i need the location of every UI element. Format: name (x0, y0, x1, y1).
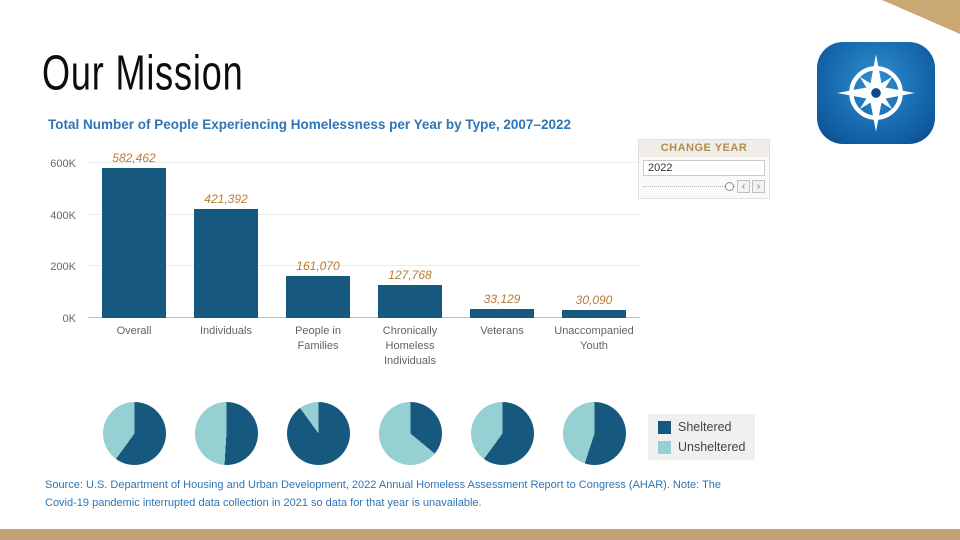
pie-cell (272, 402, 364, 465)
company-logo (817, 42, 935, 144)
pie-cell (548, 402, 640, 465)
bar-plot: 582,462 421,392 161,070 127,768 33,129 30,090 (88, 151, 640, 318)
footer-accent-bar (0, 529, 960, 540)
gridline (88, 265, 640, 267)
category-label: Individuals (200, 325, 252, 337)
category-label: Overall (116, 325, 152, 337)
pie-chart[interactable] (378, 402, 442, 465)
bar[interactable] (470, 309, 534, 318)
legend-item-unsheltered[interactable]: Unsheltered (658, 440, 745, 454)
pie-cell (364, 402, 456, 465)
pie-chart[interactable] (562, 402, 626, 465)
bar-value-label: 161,070 (296, 259, 340, 274)
pie-cell (456, 402, 548, 465)
gridlines (88, 162, 640, 318)
bar-column: 33,129 (456, 163, 548, 318)
category-label: Chronically Homeless Individuals (382, 325, 438, 367)
gridline (88, 162, 640, 163)
year-slider-row: ‹ › (639, 178, 769, 198)
corner-accent-shape (882, 0, 960, 34)
pie-chart[interactable] (102, 402, 166, 465)
source-note: Source: U.S. Department of Housing and U… (45, 479, 722, 509)
bar-column: 582,462 (88, 151, 180, 318)
year-next-button[interactable]: › (752, 180, 765, 193)
category-label: Veterans (480, 325, 524, 337)
year-slider-handle[interactable] (725, 182, 734, 191)
slide-title: Our Mission (42, 46, 244, 101)
pie-chart[interactable] (470, 402, 534, 465)
year-prev-button[interactable]: ‹ (737, 180, 750, 193)
bar-value-label: 127,768 (388, 268, 432, 282)
x-axis-line (88, 317, 640, 318)
legend-item-sheltered[interactable]: Sheltered (658, 420, 745, 434)
bar-value-label: 421,392 (204, 192, 248, 207)
year-input[interactable] (643, 160, 765, 176)
legend: Sheltered Unsheltered (648, 414, 756, 460)
bar[interactable] (562, 310, 626, 318)
bar[interactable] (378, 285, 442, 318)
category-axis: Overall Individuals People in Families Chro… (88, 324, 640, 369)
category-label: People in Families (295, 325, 341, 352)
legend-label: Unsheltered (678, 440, 746, 454)
bar-series: 582,462 421,392 161,070 127,768 33,129 30,090 (88, 151, 640, 318)
pie-cell (180, 402, 272, 465)
pie-cell (88, 402, 180, 465)
bar[interactable] (286, 276, 350, 318)
legend-swatch (658, 420, 671, 434)
bar-column: 127,768 (364, 163, 456, 318)
y-tick-label: 400K (50, 209, 76, 222)
category-label: Unaccompanied Youth (554, 325, 634, 352)
bar[interactable] (102, 167, 166, 318)
y-axis: 0K 200K 400K 600K (34, 158, 82, 325)
y-tick-label: 600K (50, 158, 76, 170)
change-year-control: CHANGE YEAR ‹ › (638, 139, 770, 199)
pie-chart[interactable] (286, 402, 350, 465)
y-tick-label: 200K (50, 261, 76, 274)
chart-title: Total Number of People Experiencing Home… (48, 117, 571, 132)
bar-column: 161,070 (272, 163, 364, 318)
bar-value-label: 582,462 (112, 150, 156, 165)
bar[interactable] (194, 209, 258, 318)
bar-value-label: 30,090 (575, 293, 613, 308)
legend-label: Sheltered (678, 420, 732, 434)
gridline (88, 213, 640, 215)
legend-swatch (658, 440, 671, 454)
compass-icon (837, 54, 915, 132)
change-year-label: CHANGE YEAR (639, 140, 769, 157)
y-tick-label: 0K (62, 313, 76, 325)
bar-value-label: 33,129 (483, 292, 521, 307)
pie-chart[interactable] (194, 402, 258, 465)
bar-column: 421,392 (180, 163, 272, 318)
pie-row (88, 402, 640, 465)
bar-column: 30,090 (548, 163, 640, 318)
year-slider-track[interactable] (643, 182, 735, 191)
